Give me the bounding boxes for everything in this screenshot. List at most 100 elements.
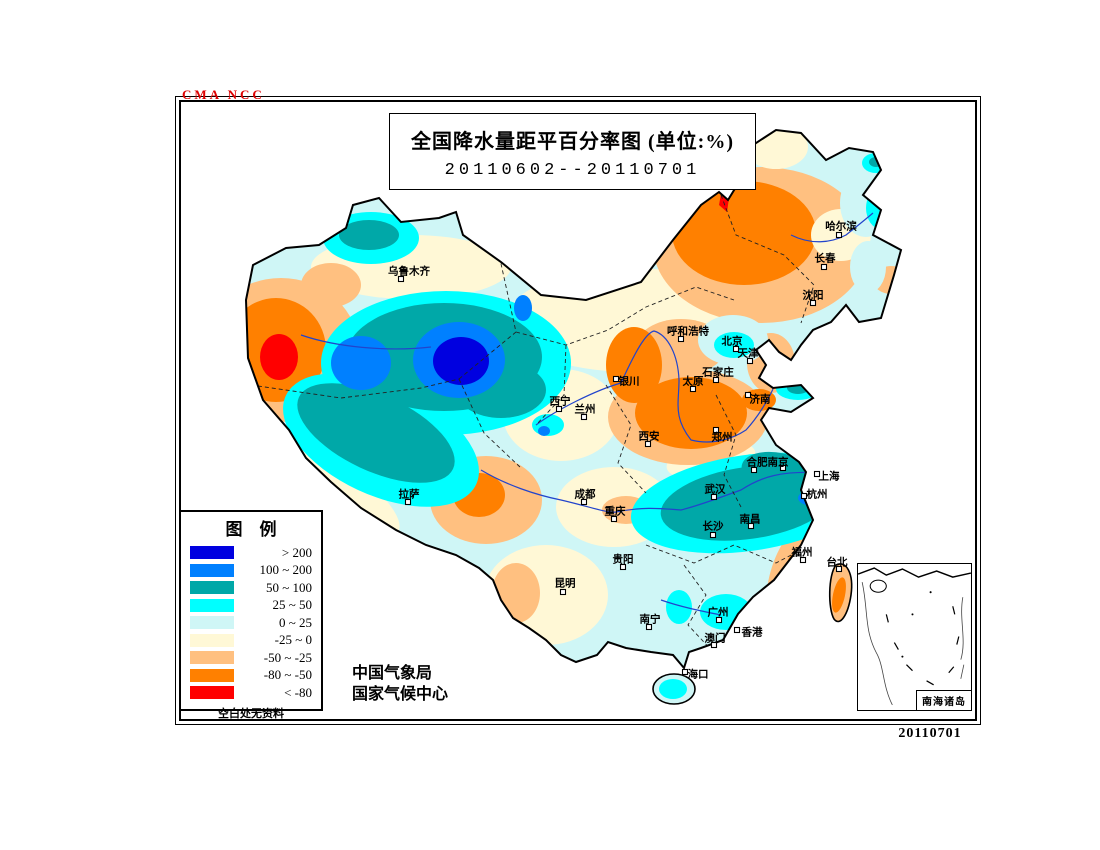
city-marker (813, 470, 821, 478)
legend-swatch (190, 563, 234, 577)
city-marker (750, 466, 758, 474)
agency-line1: 中国气象局 (352, 665, 433, 682)
city-marker (710, 493, 718, 501)
city-marker (715, 616, 723, 624)
city-marker (397, 275, 405, 283)
legend-row: 25 ~ 50 (181, 597, 321, 615)
rivers (300, 212, 874, 616)
legend-label: < -80 (284, 684, 312, 700)
city-label: 长春 (815, 252, 836, 265)
city-marker (835, 231, 843, 239)
city-marker (555, 405, 563, 413)
inset-label: 南海诸岛 (916, 690, 972, 711)
city-label: 石家庄 (701, 366, 734, 379)
city-marker (612, 375, 620, 383)
city-marker (799, 556, 807, 564)
legend-swatch (190, 668, 234, 682)
agency-line2: 国家气候中心 (352, 686, 449, 704)
city-label: 广州 (708, 606, 729, 619)
map-title-box: 全国降水量距平百分率图 (单位:%) 20110602--20110701 (389, 113, 756, 190)
city-label: 西宁 (550, 395, 571, 408)
legend-label: -25 ~ 0 (274, 632, 312, 648)
city-label: 贵阳 (613, 553, 634, 566)
legend-swatch (190, 616, 234, 630)
city-label: 重庆 (605, 505, 626, 518)
legend-row: < -80 (181, 684, 321, 702)
city-label: 沈阳 (803, 289, 824, 302)
city-label: 拉萨 (399, 488, 420, 501)
map-frame: 乌鲁木齐 哈尔滨 长春 沈阳 呼和浩特 北京 天津 石家庄 太原 济南 银川 西宁 兰州 西安 郑州 合肥 南京… (175, 96, 981, 725)
legend-label: 100 ~ 200 (259, 562, 312, 578)
city-marker (712, 376, 720, 384)
legend-row: -80 ~ -50 (181, 667, 321, 685)
legend-swatch (190, 686, 234, 700)
legend-row: -50 ~ -25 (181, 649, 321, 667)
city-marker (619, 563, 627, 571)
city-label: 昆明 (555, 578, 576, 590)
city-label: 杭州 (807, 488, 828, 501)
legend-title: 图 例 (225, 520, 277, 539)
city-marker (644, 440, 652, 448)
city-label: 南昌 (740, 513, 761, 526)
south-china-sea-inset: 南海诸岛 (857, 563, 972, 711)
city-marker (809, 299, 817, 307)
city-label: 兰州 (575, 403, 596, 416)
city-marker (681, 668, 689, 676)
legend-row: 100 ~ 200 (181, 562, 321, 580)
legend-row: -25 ~ 0 (181, 632, 321, 650)
city-label: 台北 (827, 556, 848, 569)
city-label: 上海 (819, 470, 840, 483)
legend-row: 50 ~ 100 (181, 579, 321, 597)
city-marker (800, 492, 808, 500)
city-marker (746, 357, 754, 365)
agency-credit: 中国气象局 国家气候中心 (352, 663, 448, 705)
city-marker (747, 522, 755, 530)
legend-note: 空白处无资料 (218, 707, 284, 720)
city-marker (820, 263, 828, 271)
city-label: 海口 (688, 668, 709, 681)
city-label: 澳门 (705, 632, 726, 645)
national-boundary (244, 128, 903, 705)
city-marker (645, 623, 653, 631)
city-label: 南宁 (640, 613, 661, 626)
city-label: 呼和浩特 (667, 325, 709, 338)
city-label: 香港 (741, 626, 763, 639)
legend-label: -80 ~ -50 (263, 667, 312, 683)
city-marker (779, 464, 787, 472)
city-label: 哈尔滨 (825, 220, 857, 233)
map-period: 20110602--20110701 (444, 161, 701, 180)
city-marker (712, 426, 720, 434)
city-label: 西安 (639, 430, 660, 443)
city-label: 太原 (682, 375, 704, 388)
date-stamp: 20110701 (898, 726, 962, 741)
city-marker (710, 641, 718, 649)
legend-label: 25 ~ 50 (272, 597, 312, 613)
city-marker (580, 498, 588, 506)
city-label: 天津 (738, 347, 759, 360)
city-label: 福州 (791, 546, 813, 559)
city-marker (677, 335, 685, 343)
city-marker (610, 515, 618, 523)
city-marker (733, 626, 741, 634)
city-marker (689, 385, 697, 393)
city-label: 北京 (722, 335, 743, 348)
city-label: 合肥 (746, 456, 768, 469)
legend-label: -50 ~ -25 (263, 649, 312, 665)
city-marker (559, 588, 567, 596)
legend: 图 例 > 200 100 ~ 200 50 ~ 100 25 ~ 50 0 ~ 25 -… (179, 510, 323, 720)
legend-label: > 200 (281, 544, 312, 560)
city-label: 郑州 (712, 431, 733, 444)
legend-label: 0 ~ 25 (278, 614, 312, 630)
city-label: 南京 (768, 456, 789, 469)
legend-swatch (190, 598, 234, 612)
city-marker (744, 391, 752, 399)
map-title: 全国降水量距平百分率图 (单位:%) (411, 131, 734, 153)
city-marker (835, 565, 843, 573)
legend-swatch (190, 633, 234, 647)
city-marker (709, 531, 717, 539)
legend-row: 0 ~ 25 (181, 614, 321, 632)
city-label: 乌鲁木齐 (388, 265, 430, 278)
